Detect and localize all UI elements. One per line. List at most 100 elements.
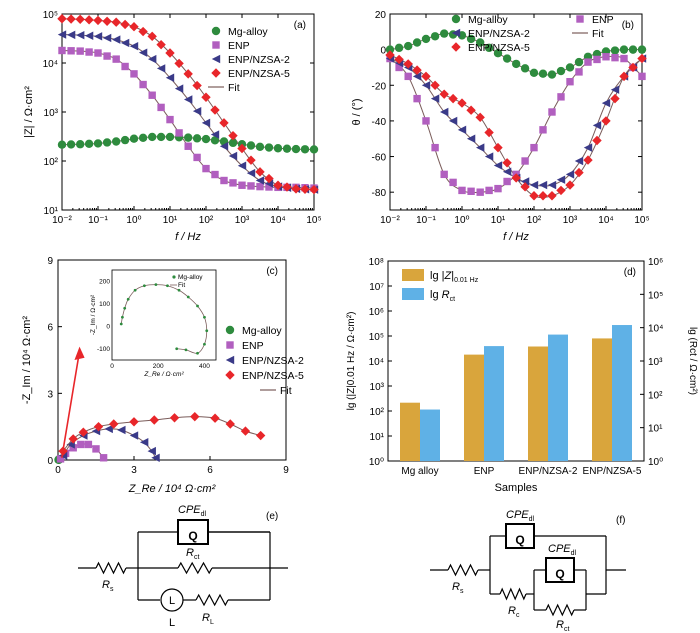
- data-point: [76, 47, 84, 55]
- data-point: [84, 440, 93, 449]
- data-point: [628, 45, 638, 54]
- data-point: [147, 31, 157, 42]
- data-point: [238, 181, 246, 189]
- data-point: [138, 48, 148, 57]
- x-tick-label: 10²: [199, 215, 214, 226]
- data-point: [255, 142, 265, 151]
- y-tick-label: 10³: [44, 108, 59, 119]
- data-point: [291, 184, 301, 194]
- data-point: [201, 118, 211, 128]
- data-point: [264, 179, 274, 188]
- data-point: [538, 69, 548, 78]
- data-point: [111, 35, 121, 44]
- legend-label: ENP: [242, 340, 264, 352]
- y-tick-right-label: 10¹: [648, 424, 663, 435]
- data-point: [457, 125, 467, 135]
- data-point: [112, 55, 120, 63]
- data-point: [574, 156, 584, 166]
- data-point: [201, 134, 211, 144]
- x-tick-label: 3: [131, 465, 137, 476]
- inset-x-axis-label: Z_Re / Ω·cm²: [143, 371, 184, 378]
- data-point: [430, 32, 440, 41]
- data-point: [421, 34, 431, 44]
- data-point: [484, 152, 494, 161]
- data-point: [610, 46, 620, 55]
- data-point: [175, 129, 183, 137]
- data-point: [466, 34, 476, 44]
- data-point: [611, 53, 619, 62]
- data-point: [575, 68, 583, 76]
- cpe-dl-e-label: Q: [188, 529, 197, 543]
- legend-label-z: lg |Z|0.01 Hz: [430, 270, 479, 284]
- data-point: [412, 72, 422, 81]
- bar-lg-rct: [548, 334, 568, 461]
- data-point: [139, 438, 149, 447]
- data-point: [129, 431, 139, 440]
- data-point: [628, 62, 638, 73]
- data-point: [493, 161, 503, 170]
- data-point: [104, 424, 113, 434]
- data-point: [511, 59, 521, 69]
- y-tick-label: 10¹: [44, 206, 59, 217]
- inset-legend-marker: [172, 275, 176, 279]
- inset-y-tick-label: 200: [99, 278, 110, 285]
- data-point: [282, 144, 292, 153]
- inset-data-point: [126, 297, 130, 301]
- x-tick-label: 10⁻¹: [88, 215, 108, 226]
- data-point: [184, 142, 192, 150]
- data-point: [102, 33, 112, 43]
- inset-y-tick-label: 0: [106, 323, 110, 330]
- data-point: [247, 182, 255, 190]
- data-point: [228, 138, 238, 148]
- panel-e-circuit: Q L CPEdl Rct Rs L RL (e): [78, 504, 288, 629]
- data-point: [467, 187, 475, 195]
- data-point: [130, 70, 138, 78]
- data-point: [109, 419, 119, 429]
- bar-lg-z: [464, 354, 484, 461]
- data-point: [421, 71, 431, 82]
- legend-label: ENP/NZSA-2: [228, 54, 290, 66]
- fit-line-enp-nzsa-5: [61, 18, 315, 191]
- panel-label: (c): [266, 266, 278, 277]
- data-point: [529, 180, 539, 190]
- legend-marker: [225, 370, 235, 380]
- inset-data-point: [177, 288, 181, 292]
- data-point: [602, 53, 610, 61]
- data-point: [255, 430, 266, 441]
- y-tick-label: 10¹: [370, 432, 385, 443]
- data-point: [219, 118, 229, 128]
- data-point: [475, 143, 485, 152]
- data-point: [475, 112, 485, 123]
- data-point: [174, 84, 184, 93]
- data-point: [129, 42, 139, 51]
- data-point: [273, 144, 283, 153]
- data-point: [117, 425, 126, 435]
- legend-label: Mg-alloy: [468, 14, 508, 26]
- legend-label: ENP/NZSA-5: [242, 370, 304, 382]
- bar-lg-rct: [420, 409, 440, 461]
- data-point: [538, 191, 548, 201]
- x-tick-label: 10⁰: [454, 215, 469, 226]
- category-label: ENP/NZSA-5: [583, 466, 642, 477]
- data-point: [93, 421, 104, 432]
- data-point: [129, 417, 139, 427]
- inset-x-tick-label: 200: [153, 363, 164, 370]
- inset-legend-label: Mg-alloy: [178, 274, 203, 281]
- resistor-rc: [499, 587, 527, 601]
- data-point: [148, 91, 156, 99]
- resistor-rct: [545, 603, 575, 617]
- y-axis-label: -Z_Im / 10⁴ Ω·cm²: [21, 316, 33, 404]
- data-point: [151, 453, 160, 462]
- x-tick-label: 0: [55, 465, 61, 476]
- panel-c: 0 3 6 9 0 3 6 9 Z_Re / 10⁴ Ω·cm² -Z_Im / 10⁴ Ω·cm…: [21, 256, 304, 495]
- data-point: [220, 176, 228, 185]
- data-point: [219, 142, 229, 151]
- data-point: [228, 151, 238, 161]
- data-point: [439, 89, 449, 99]
- data-point: [68, 434, 78, 444]
- fit-line: [62, 428, 156, 459]
- data-point: [448, 116, 458, 126]
- y-axis-label: lg (|Z|0.01 Hz / Ω·cm²): [346, 312, 357, 411]
- rct-label: Rct: [186, 547, 199, 561]
- x-axis-label: Samples: [495, 482, 538, 494]
